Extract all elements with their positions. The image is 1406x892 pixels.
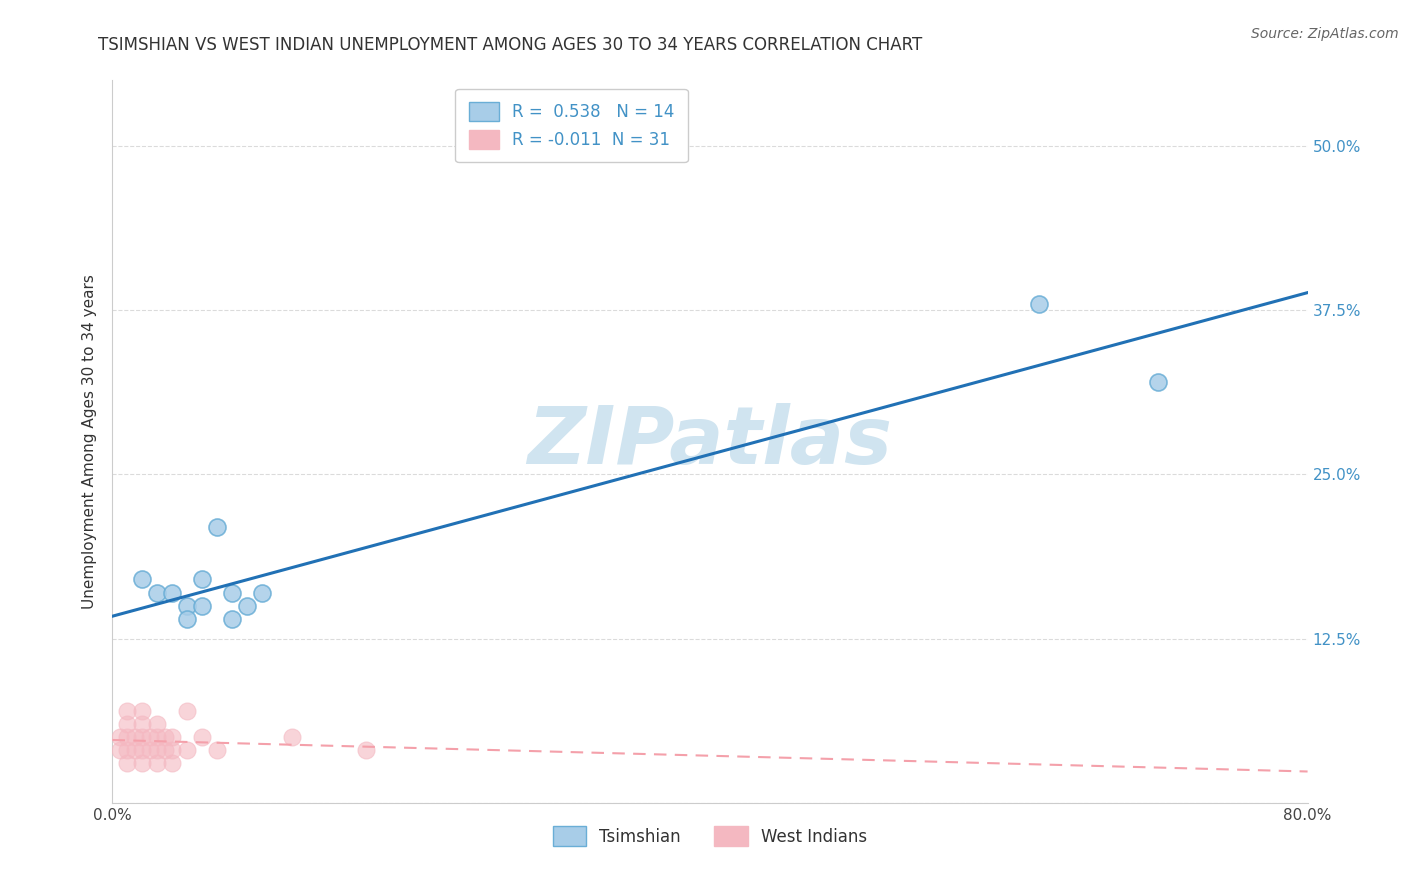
Point [108,743,131,757]
Point [108,730,131,744]
Point [117,743,139,757]
Point [131,717,153,731]
Point [117,756,139,771]
Point [146,730,169,744]
Point [176,743,198,757]
Point [1028,296,1050,310]
Point [117,704,139,718]
Point [124,730,146,744]
Text: TSIMSHIAN VS WEST INDIAN UNEMPLOYMENT AMONG AGES 30 TO 34 YEARS CORRELATION CHAR: TSIMSHIAN VS WEST INDIAN UNEMPLOYMENT AM… [98,36,922,54]
Point [250,585,273,599]
Point [356,743,378,757]
Point [176,612,198,626]
Point [205,520,228,534]
Point [236,599,259,613]
Point [1147,376,1170,390]
Point [205,743,228,757]
Point [221,612,243,626]
Point [131,743,153,757]
Point [221,585,243,599]
Point [139,730,162,744]
Point [153,730,176,744]
Point [146,717,169,731]
Y-axis label: Unemployment Among Ages 30 to 34 years: Unemployment Among Ages 30 to 34 years [82,274,97,609]
Point [281,730,304,744]
Point [117,730,139,744]
Text: ZIPatlas: ZIPatlas [527,402,893,481]
Point [117,717,139,731]
Point [131,730,153,744]
Point [131,704,153,718]
Point [191,599,214,613]
Point [162,585,183,599]
Point [146,585,169,599]
Point [162,743,183,757]
Point [191,730,214,744]
Point [162,730,183,744]
Point [162,756,183,771]
Text: Source: ZipAtlas.com: Source: ZipAtlas.com [1251,27,1399,41]
Point [131,573,153,587]
Point [176,704,198,718]
Point [146,743,169,757]
Point [176,599,198,613]
Legend: Tsimshian, West Indians: Tsimshian, West Indians [546,820,875,852]
Point [153,743,176,757]
Point [131,756,153,771]
Point [191,573,214,587]
Point [146,756,169,771]
Point [139,743,162,757]
Point [124,743,146,757]
